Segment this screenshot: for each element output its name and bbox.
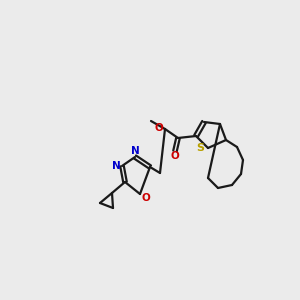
Text: O: O [142,193,150,203]
Text: S: S [196,143,204,153]
Text: N: N [112,161,120,171]
Text: N: N [130,146,140,156]
Text: O: O [171,151,179,161]
Text: O: O [154,123,164,133]
